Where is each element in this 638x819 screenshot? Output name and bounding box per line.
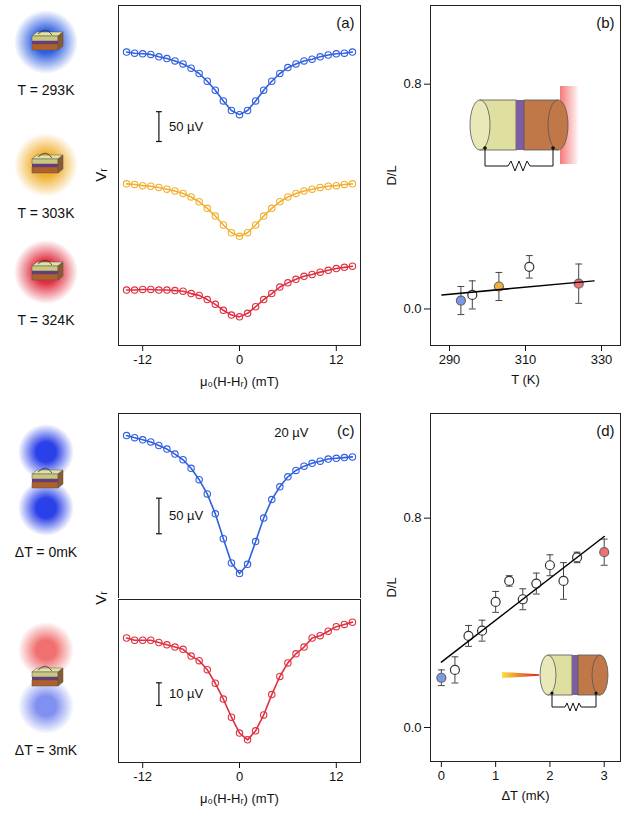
svg-text:0.8: 0.8	[403, 510, 421, 525]
svg-text:0: 0	[438, 768, 445, 783]
html-text:Vᵣ: Vᵣ	[91, 591, 109, 605]
svg-text:2: 2	[546, 768, 553, 783]
svg-text:(c): (c)	[337, 422, 355, 439]
svg-text:0.0: 0.0	[403, 301, 421, 316]
svg-text:10 µV: 10 µV	[169, 686, 204, 701]
html-text:T = 303K: T = 303K	[17, 205, 75, 221]
html-text:T = 324K: T = 324K	[17, 312, 75, 328]
svg-text:290: 290	[439, 352, 461, 367]
svg-text:1: 1	[492, 768, 499, 783]
svg-text:310: 310	[515, 352, 537, 367]
svg-text:μ₀(H-Hᵣ) (mT): μ₀(H-Hᵣ) (mT)	[200, 374, 279, 389]
html-text:ΔT = 3mK: ΔT = 3mK	[14, 742, 78, 758]
svg-text:T (K): T (K)	[511, 372, 540, 387]
html-text:ΔT = 0mK: ΔT = 0mK	[14, 544, 78, 560]
svg-text:-12: -12	[133, 769, 152, 784]
svg-text:0: 0	[236, 352, 243, 367]
svg-text:D/L: D/L	[384, 577, 399, 597]
html-text:Vᵣ: Vᵣ	[91, 168, 109, 182]
svg-text:(a): (a)	[336, 14, 354, 31]
svg-text:0.0: 0.0	[403, 720, 421, 735]
svg-text:0: 0	[236, 769, 243, 784]
svg-text:μ₀(H-Hᵣ) (mT): μ₀(H-Hᵣ) (mT)	[200, 791, 279, 806]
svg-text:20 µV: 20 µV	[274, 425, 309, 440]
svg-text:12: 12	[329, 352, 343, 367]
svg-text:(d): (d)	[596, 422, 614, 439]
svg-text:D/L: D/L	[384, 165, 399, 185]
html-text:T = 293K: T = 293K	[17, 82, 75, 98]
svg-text:-12: -12	[133, 352, 152, 367]
svg-text:ΔT (mK): ΔT (mK)	[501, 788, 549, 803]
svg-text:0.8: 0.8	[403, 76, 421, 91]
svg-text:50 µV: 50 µV	[169, 508, 204, 523]
svg-text:12: 12	[329, 769, 343, 784]
svg-text:330: 330	[591, 352, 613, 367]
svg-text:(b): (b)	[596, 14, 614, 31]
svg-text:50 µV: 50 µV	[169, 119, 204, 134]
svg-text:3: 3	[601, 768, 608, 783]
